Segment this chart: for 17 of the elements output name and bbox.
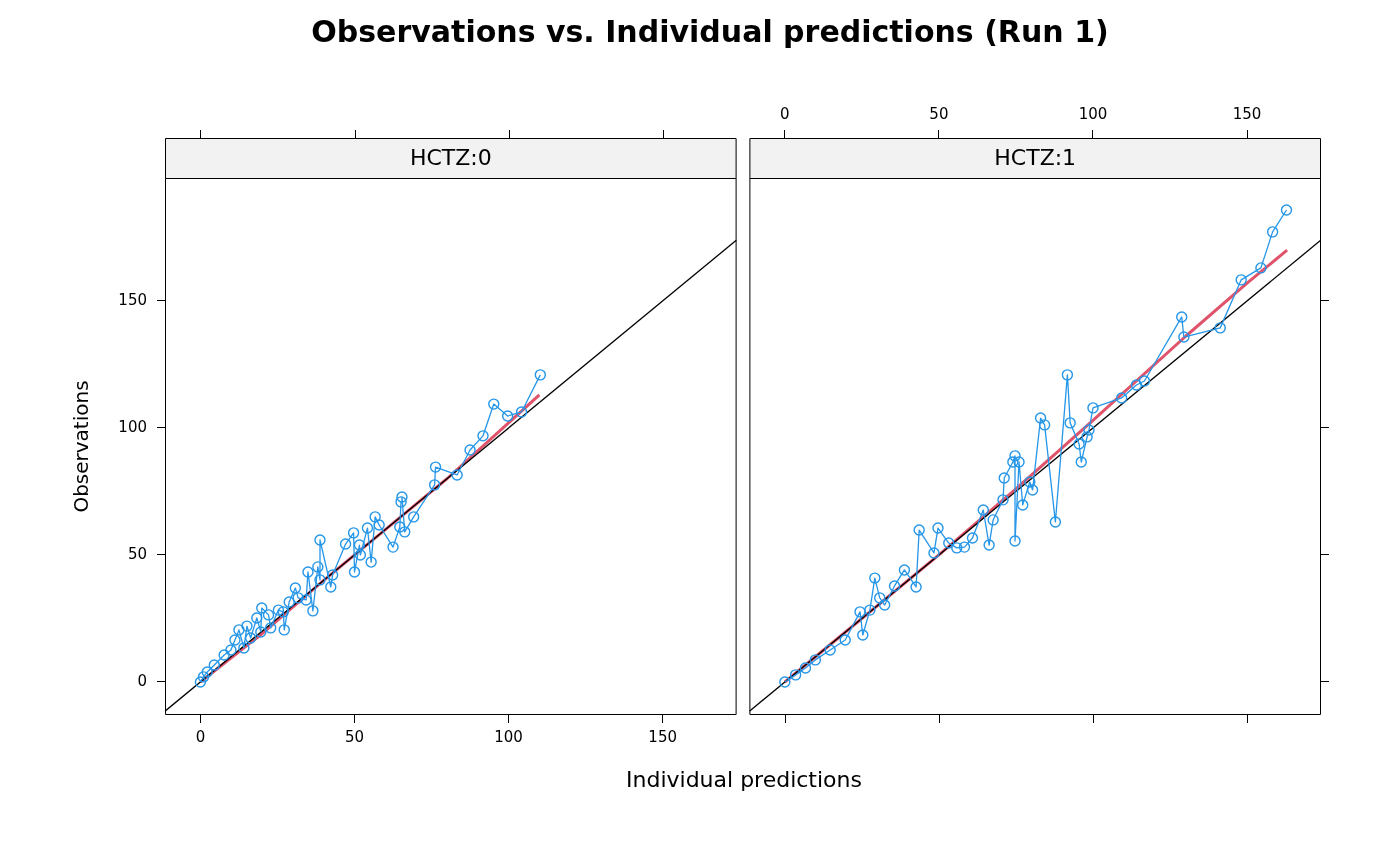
x-tick-label: 50: [929, 104, 949, 123]
chart-subtitle: HCTZ:0: [409, 144, 492, 170]
chart-subtitle: HCTZ:1: [994, 144, 1077, 170]
x-tick-label: 100: [1078, 104, 1108, 123]
x-tick-label: 50: [344, 727, 365, 746]
y-axis-title: Observations: [69, 380, 94, 513]
x-tick-label: 150: [648, 727, 677, 746]
x-tick-label: 100: [494, 727, 523, 746]
y-tick-label: 150: [118, 290, 147, 309]
y-tick-label: 100: [118, 417, 147, 436]
y-tick-label: 0: [137, 671, 147, 690]
x-axis-title: Individual predictions: [625, 767, 863, 792]
x-tick-label: 150: [1232, 104, 1262, 123]
x-tick-label: 0: [780, 104, 790, 123]
chart-title: Observations vs. Individual predictions (Run 1): [310, 13, 1110, 51]
x-tick-label: 0: [195, 727, 206, 746]
y-tick-label: 50: [127, 544, 147, 563]
